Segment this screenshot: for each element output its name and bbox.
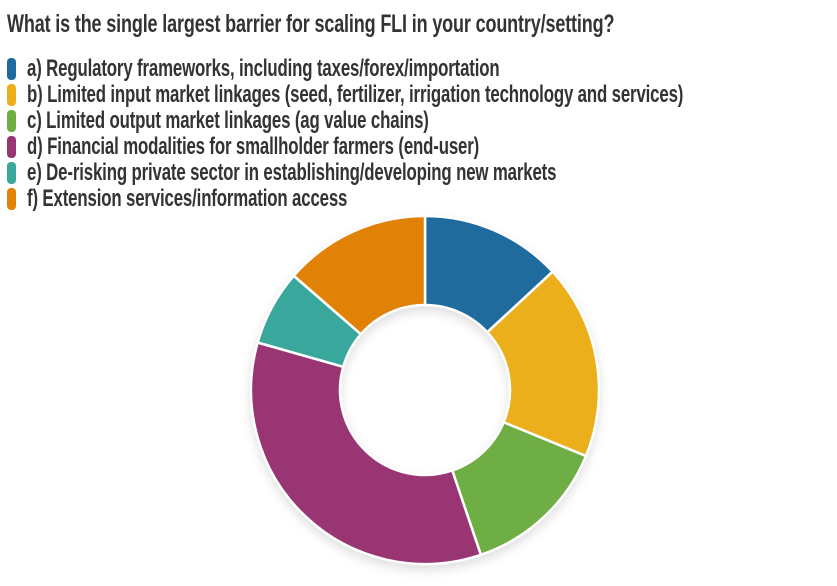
legend-color-marker (7, 58, 16, 80)
legend-item-e: e) De-risking private sector in establis… (7, 159, 837, 186)
legend-color-marker (7, 84, 16, 106)
donut-slice-b (486, 270, 601, 458)
legend-item-d: d) Financial modalities for smallholder … (7, 133, 837, 160)
legend-item-b: b) Limited input market linkages (seed, … (7, 81, 837, 108)
legend-item-label: c) Limited output market linkages (ag va… (27, 107, 429, 134)
legend-item-f: f) Extension services/information access (7, 185, 837, 212)
legend-item-label: b) Limited input market linkages (seed, … (27, 81, 684, 108)
legend-color-marker (7, 110, 16, 132)
question-title: What is the single largest barrier for s… (7, 10, 615, 38)
legend-item-label: f) Extension services/information access (27, 185, 348, 212)
donut-slice-f (292, 214, 427, 336)
legend-item-a: a) Regulatory frameworks, including taxe… (7, 55, 837, 82)
legend-item-label: a) Regulatory frameworks, including taxe… (27, 55, 500, 82)
donut-slice-d (249, 341, 483, 566)
legend-item-label: d) Financial modalities for smallholder … (27, 133, 480, 160)
legend-color-marker (7, 162, 16, 184)
legend-item-label: e) De-risking private sector in establis… (27, 159, 557, 186)
legend-item-c: c) Limited output market linkages (ag va… (7, 107, 837, 134)
legend-color-marker (7, 188, 16, 210)
donut-chart (249, 214, 601, 566)
legend-color-marker (7, 136, 16, 158)
chart-legend: a) Regulatory frameworks, including taxe… (7, 55, 837, 212)
